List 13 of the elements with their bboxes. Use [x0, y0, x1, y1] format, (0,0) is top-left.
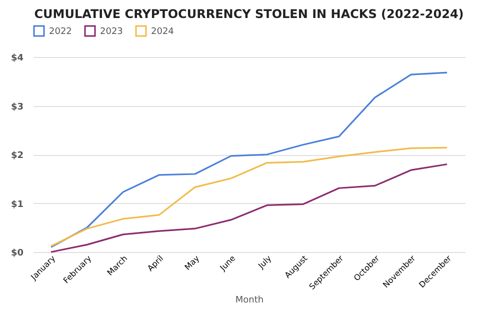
legend-label: 2023 [100, 27, 123, 37]
y-tick-label: $1 [10, 200, 24, 210]
x-axis-title: Month [235, 295, 264, 306]
chart-title: CUMULATIVE CRYPTOCURRENCY STOLEN IN HACKS (2022-2024) [34, 7, 464, 21]
line-series [50, 163, 448, 253]
legend-label: 2022 [49, 27, 72, 37]
line-series [50, 146, 448, 247]
legend-label: 2024 [151, 27, 174, 37]
line-series [50, 72, 448, 248]
y-tick-label: $4 [10, 54, 24, 64]
y-tick-label: $0 [10, 248, 24, 258]
y-tick-label: $2 [10, 151, 24, 161]
y-tick-label: $3 [10, 102, 24, 112]
